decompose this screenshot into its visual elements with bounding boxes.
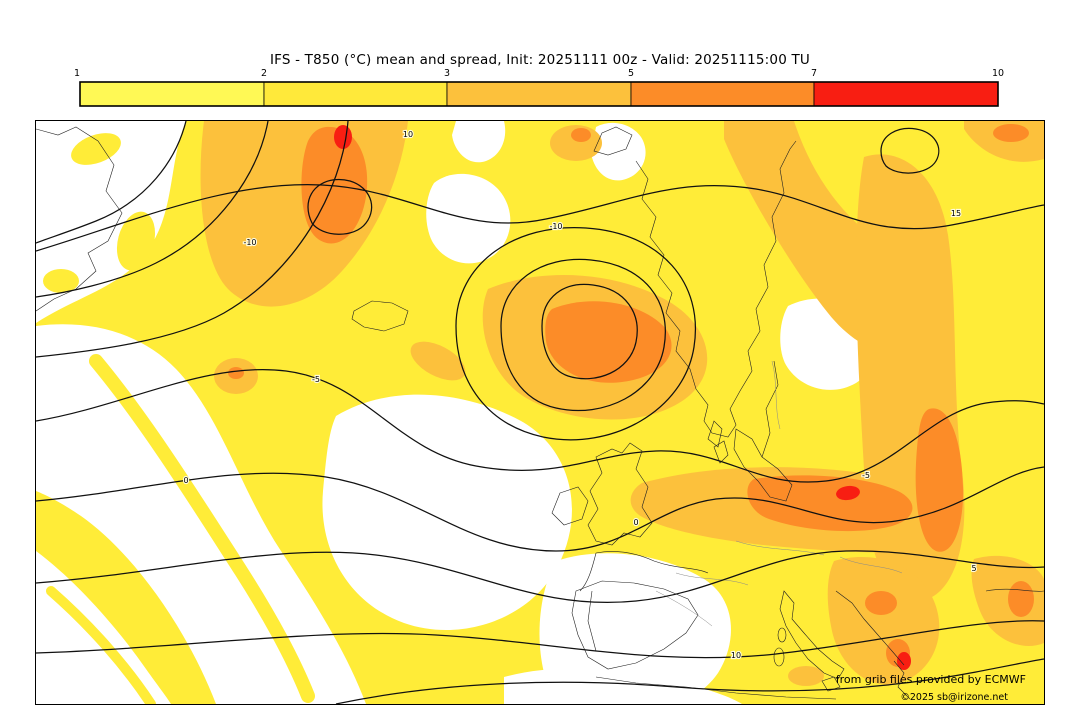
legend-bar [79,81,999,107]
contour-label: 10 [403,130,413,139]
contour-label: 0 [183,476,188,485]
legend-tick: 10 [992,68,1004,79]
legend-swatch-2-3 [263,81,448,107]
map-canvas: 15 10 -10 0 0 -5 -10 5 10 -5 from grib f… [36,121,1044,704]
contour-label: 10 [731,651,741,660]
legend-tick: 5 [628,68,634,79]
contour-label: -10 [549,222,562,231]
legend-swatch-1-2 [79,81,265,107]
attribution-copyright: ©2025 sb@irizone.net [900,692,1008,703]
legend-tick: 1 [74,68,80,79]
low-spread-white-regions [36,121,876,704]
contour-labels: 15 10 -10 0 0 -5 -10 5 10 -5 [182,129,977,661]
yellow-streaks [46,354,315,704]
page-title: IFS - T850 (°C) mean and spread, Init: 2… [269,52,811,68]
contour-label: 15 [951,209,961,218]
legend-tick: 3 [444,68,450,79]
legend-swatch-3-5 [446,81,632,107]
legend-tick: 2 [261,68,267,79]
legend-tick-labels: 1 2 3 5 7 10 [74,68,1004,79]
contour-label: -5 [312,375,320,384]
contour-label: -5 [862,471,870,480]
legend-frame [79,81,999,107]
spread-orange-layer [228,124,1034,667]
legend-swatch-7-10 [813,81,999,107]
coastlines [36,126,1044,700]
contour-label: -10 [243,238,256,247]
legend-tick: 7 [811,68,817,79]
contour-label: 0 [633,518,638,527]
spread-legend: 1 2 3 5 7 10 [74,68,1004,107]
forecast-map: 15 10 -10 0 0 -5 -10 5 10 -5 from grib f… [35,120,1045,705]
legend-swatch-5-7 [630,81,815,107]
temperature-contours [36,121,1044,704]
contour-label: 5 [971,564,976,573]
attribution-ecmwf: from grib files provided by ECMWF [836,673,1026,686]
